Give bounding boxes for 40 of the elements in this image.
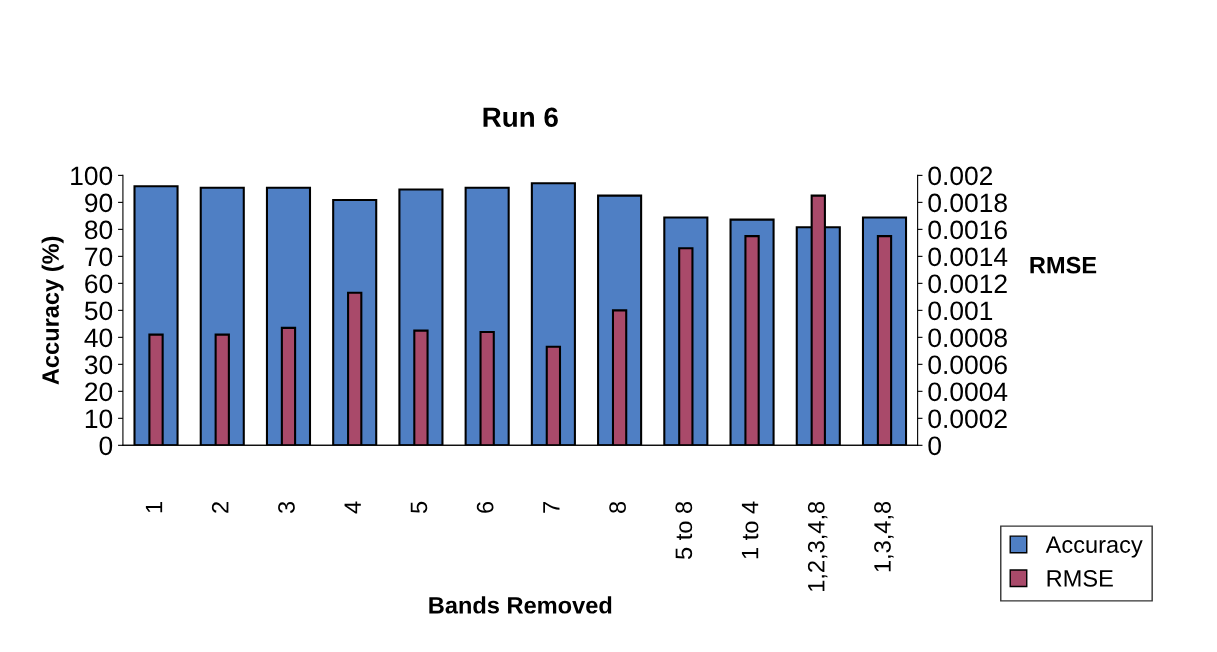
- y2-tick-label: 0: [928, 436, 941, 456]
- legend-label: RMSE: [1047, 570, 1113, 587]
- y-tick-label: 0: [99, 436, 113, 456]
- y-tick-label: 60: [85, 274, 113, 294]
- y2-tick-label: 0.0002: [928, 409, 1007, 429]
- y2-tick-label: 0.0006: [928, 355, 1007, 375]
- y2-tick-label: 0.002: [928, 166, 993, 186]
- y-tick-label: 90: [85, 193, 113, 213]
- x-tick-label: 2: [211, 502, 229, 513]
- y-tick-label: 20: [85, 382, 113, 402]
- y-tick-label: 100: [71, 166, 113, 186]
- y-tick-label: 30: [84, 355, 113, 375]
- chart-title: Run 6: [483, 107, 558, 128]
- x-tick-label: 3: [278, 501, 295, 514]
- y-tick-label: 40: [84, 328, 113, 348]
- y2-tick-label: 0.0014: [928, 247, 1008, 267]
- y-tick-label: 10: [85, 409, 113, 429]
- y2-axis-title: RMSE: [1030, 256, 1097, 274]
- y2-tick-label: 0.0008: [928, 328, 1007, 348]
- y-axis-title: Accuracy (%): [41, 236, 64, 385]
- y-tick-label: 50: [84, 301, 113, 321]
- x-tick-label: 7: [543, 502, 560, 513]
- y-tick-label: 80: [84, 220, 113, 240]
- x-tick-label: 1 to 4: [741, 501, 759, 559]
- y2-tick-label: 0.001: [928, 301, 993, 321]
- legend-label: Accuracy: [1045, 536, 1143, 558]
- y2-tick-label: 0.0012: [928, 274, 1007, 294]
- x-tick-label: 1,2,3,4,8: [807, 501, 828, 591]
- y2-tick-label: 0.0018: [928, 193, 1007, 213]
- y-tick-label: 70: [85, 247, 113, 267]
- y2-tick-label: 0.0004: [928, 382, 1008, 402]
- x-tick-label: 5 to 8: [675, 501, 693, 559]
- x-tick-label: 4: [344, 501, 361, 514]
- x-tick-label: 8: [609, 501, 626, 513]
- x-tick-label: 6: [476, 501, 494, 513]
- x-tick-label: 1,3,4,8: [874, 501, 894, 572]
- y2-tick-label: 0.0016: [928, 220, 1007, 240]
- x-tick-label: 5: [410, 501, 428, 514]
- x-axis-title: Bands Removed: [429, 596, 612, 614]
- x-tick-label: 1: [145, 502, 163, 513]
